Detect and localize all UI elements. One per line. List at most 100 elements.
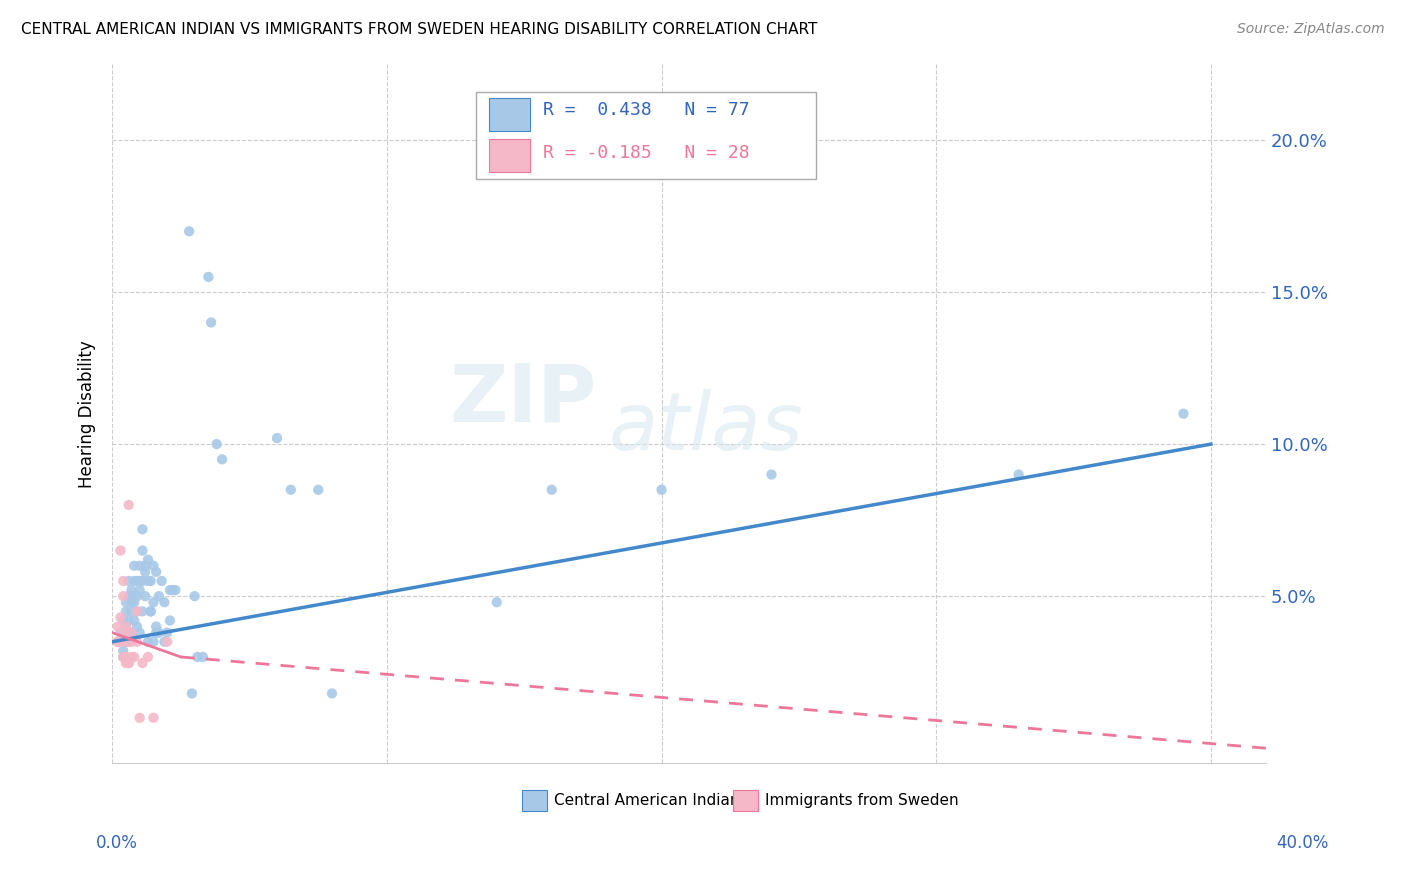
- Point: [183, 589, 205, 603]
- Point: [142, 634, 165, 648]
- Point: [191, 650, 214, 665]
- Point: [125, 604, 148, 618]
- Point: [307, 483, 329, 497]
- Point: [280, 483, 302, 497]
- FancyBboxPatch shape: [489, 98, 530, 131]
- Point: [115, 650, 138, 665]
- FancyBboxPatch shape: [475, 92, 815, 179]
- Point: [134, 565, 156, 579]
- Text: Central American Indians: Central American Indians: [554, 793, 748, 808]
- Point: [121, 625, 143, 640]
- Point: [156, 634, 179, 648]
- Point: [159, 614, 181, 628]
- Point: [115, 619, 138, 633]
- Point: [115, 604, 138, 618]
- Point: [112, 650, 135, 665]
- Text: R =  0.438   N = 77: R = 0.438 N = 77: [543, 101, 749, 119]
- Point: [139, 604, 162, 618]
- Point: [112, 644, 135, 658]
- Point: [121, 634, 143, 648]
- FancyBboxPatch shape: [489, 139, 530, 172]
- Point: [142, 595, 165, 609]
- Point: [122, 558, 145, 573]
- Point: [121, 589, 143, 603]
- Point: [112, 625, 135, 640]
- Point: [136, 552, 159, 566]
- Point: [131, 604, 153, 618]
- Point: [115, 634, 138, 648]
- Point: [128, 558, 150, 573]
- Point: [180, 686, 202, 700]
- Point: [136, 574, 159, 588]
- Point: [131, 656, 153, 670]
- Text: 0.0%: 0.0%: [96, 834, 138, 852]
- Point: [651, 483, 673, 497]
- Point: [150, 574, 173, 588]
- Point: [122, 595, 145, 609]
- Point: [131, 522, 153, 536]
- Point: [321, 686, 343, 700]
- Point: [266, 431, 288, 445]
- Point: [128, 583, 150, 598]
- Point: [128, 711, 150, 725]
- Point: [159, 583, 181, 598]
- Point: [110, 634, 132, 648]
- Point: [121, 595, 143, 609]
- Point: [110, 610, 132, 624]
- Text: 40.0%: 40.0%: [1277, 834, 1329, 852]
- Point: [211, 452, 233, 467]
- Point: [112, 589, 135, 603]
- Point: [1173, 407, 1195, 421]
- Point: [112, 574, 135, 588]
- Point: [131, 543, 153, 558]
- Text: atlas: atlas: [609, 389, 803, 467]
- Point: [121, 604, 143, 618]
- Point: [110, 625, 132, 640]
- Point: [107, 634, 129, 648]
- Point: [122, 574, 145, 588]
- Point: [761, 467, 783, 482]
- Text: ZIP: ZIP: [450, 360, 596, 439]
- Point: [115, 656, 138, 670]
- Point: [1008, 467, 1031, 482]
- Point: [134, 589, 156, 603]
- Point: [118, 574, 141, 588]
- Point: [156, 625, 179, 640]
- FancyBboxPatch shape: [522, 790, 547, 811]
- Point: [125, 634, 148, 648]
- Point: [118, 634, 141, 648]
- Point: [200, 316, 222, 330]
- Point: [485, 595, 508, 609]
- Point: [118, 498, 141, 512]
- Point: [125, 589, 148, 603]
- Point: [134, 558, 156, 573]
- Point: [131, 574, 153, 588]
- Point: [139, 574, 162, 588]
- FancyBboxPatch shape: [733, 790, 758, 811]
- Point: [142, 711, 165, 725]
- Point: [540, 483, 562, 497]
- Point: [125, 574, 148, 588]
- Point: [128, 574, 150, 588]
- Point: [125, 604, 148, 618]
- Point: [148, 625, 170, 640]
- Point: [139, 604, 162, 618]
- Point: [118, 625, 141, 640]
- Point: [148, 589, 170, 603]
- Text: R = -0.185   N = 28: R = -0.185 N = 28: [543, 145, 749, 162]
- Point: [107, 619, 129, 633]
- Point: [179, 224, 201, 238]
- Point: [197, 269, 219, 284]
- Point: [121, 625, 143, 640]
- Point: [153, 634, 176, 648]
- Point: [165, 583, 187, 598]
- Text: Source: ZipAtlas.com: Source: ZipAtlas.com: [1237, 22, 1385, 37]
- Point: [122, 614, 145, 628]
- Point: [205, 437, 228, 451]
- Point: [145, 625, 167, 640]
- Point: [128, 625, 150, 640]
- Point: [136, 650, 159, 665]
- Point: [115, 619, 138, 633]
- Point: [136, 634, 159, 648]
- Point: [115, 595, 138, 609]
